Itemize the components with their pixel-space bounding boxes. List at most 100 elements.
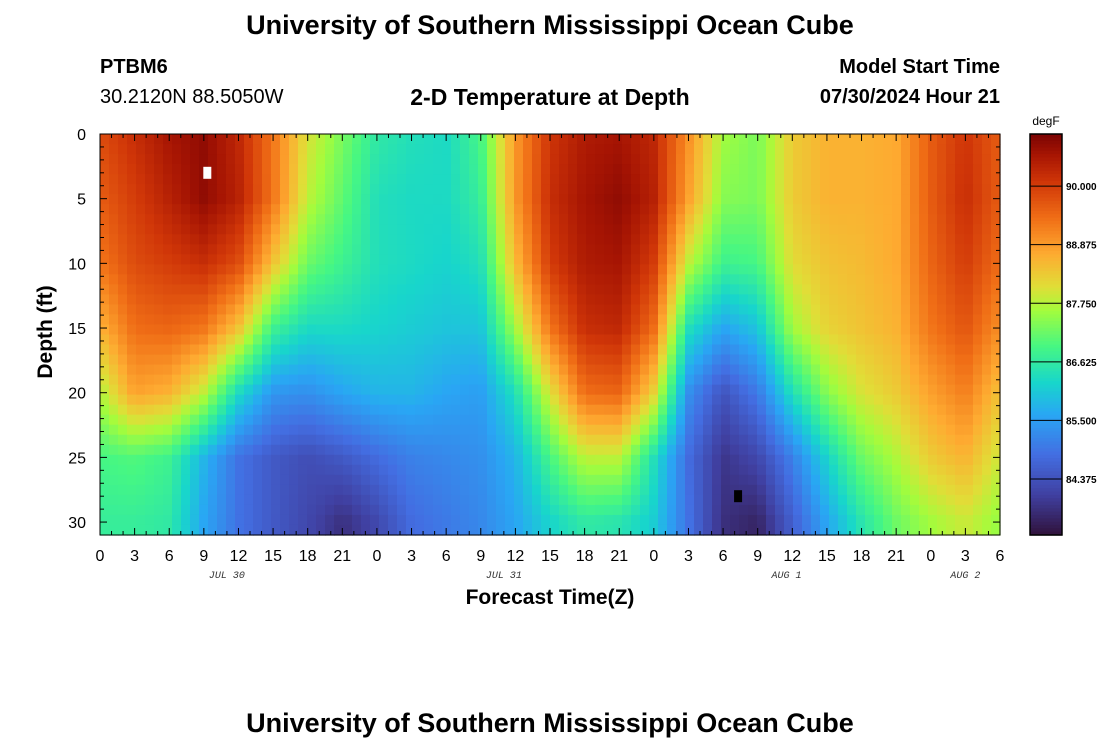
heatmap-cell bbox=[388, 304, 398, 316]
heatmap-cell bbox=[964, 194, 974, 205]
heatmap-cell bbox=[766, 414, 776, 426]
heatmap-cell bbox=[181, 154, 191, 165]
heatmap-cell bbox=[181, 404, 191, 416]
heatmap-cell bbox=[523, 514, 533, 526]
heatmap-cell bbox=[424, 244, 434, 255]
heatmap-cell bbox=[586, 304, 596, 316]
colorbar-segment bbox=[1030, 504, 1062, 509]
heatmap-cell bbox=[136, 174, 146, 185]
heatmap-cell bbox=[883, 304, 893, 316]
heatmap-cell bbox=[568, 284, 578, 296]
heatmap-cell bbox=[487, 214, 497, 225]
heatmap-cell bbox=[721, 304, 731, 316]
heatmap-cell bbox=[478, 484, 488, 496]
heatmap-cell bbox=[163, 364, 173, 376]
heatmap-cell bbox=[919, 184, 929, 195]
heatmap-cell bbox=[352, 334, 362, 346]
heatmap-cell bbox=[145, 414, 155, 426]
heatmap-cell bbox=[829, 324, 839, 336]
heatmap-cell bbox=[118, 374, 128, 386]
heatmap-cell bbox=[343, 304, 353, 316]
heatmap-cell bbox=[991, 454, 1001, 466]
heatmap-cell bbox=[577, 214, 587, 225]
heatmap-cell bbox=[172, 424, 182, 436]
heatmap-cell bbox=[136, 314, 146, 326]
heatmap-cell bbox=[793, 434, 803, 446]
heatmap-cell bbox=[622, 474, 632, 486]
heatmap-cell bbox=[586, 234, 596, 245]
heatmap-cell bbox=[595, 404, 605, 416]
heatmap-cell bbox=[145, 174, 155, 185]
heatmap-cell bbox=[424, 154, 434, 165]
heatmap-cell bbox=[316, 424, 326, 436]
heatmap-cell bbox=[640, 494, 650, 506]
heatmap-cell bbox=[928, 444, 938, 456]
heatmap-cell bbox=[820, 524, 830, 536]
heatmap-cell bbox=[217, 524, 227, 536]
heatmap-cell bbox=[208, 384, 218, 396]
heatmap-cell bbox=[532, 474, 542, 486]
heatmap-cell bbox=[622, 334, 632, 346]
heatmap-cell bbox=[379, 254, 389, 265]
heatmap-cell bbox=[802, 484, 812, 496]
heatmap-cell bbox=[244, 234, 254, 245]
heatmap-cell bbox=[640, 404, 650, 416]
heatmap-cell bbox=[172, 274, 182, 285]
heatmap-cell bbox=[100, 174, 110, 185]
heatmap-cell bbox=[190, 334, 200, 346]
heatmap-cell bbox=[892, 204, 902, 215]
heatmap-cell bbox=[955, 494, 965, 506]
heatmap-cell bbox=[487, 354, 497, 366]
heatmap-cell bbox=[586, 524, 596, 536]
heatmap-cell bbox=[523, 284, 533, 296]
heatmap-cell bbox=[334, 144, 344, 155]
heatmap-cell bbox=[523, 324, 533, 336]
heatmap-cell bbox=[865, 434, 875, 446]
heatmap-cell bbox=[253, 354, 263, 366]
heatmap-cell bbox=[892, 284, 902, 296]
heatmap-cell bbox=[928, 244, 938, 255]
heatmap-cell bbox=[469, 294, 479, 306]
heatmap-cell bbox=[271, 444, 281, 456]
heatmap-cell bbox=[892, 254, 902, 265]
heatmap-cell bbox=[541, 144, 551, 155]
heatmap-cell bbox=[406, 354, 416, 366]
heatmap-cell bbox=[154, 374, 164, 386]
heatmap-cell bbox=[496, 424, 506, 436]
heatmap-cell bbox=[226, 224, 236, 235]
heatmap-cell bbox=[622, 274, 632, 285]
heatmap-cell bbox=[811, 234, 821, 245]
heatmap-cell bbox=[136, 504, 146, 516]
heatmap-cell bbox=[469, 474, 479, 486]
heatmap-cell bbox=[532, 254, 542, 265]
heatmap-cell bbox=[721, 364, 731, 376]
heatmap-cell bbox=[487, 314, 497, 326]
colorbar-segment bbox=[1030, 271, 1062, 275]
heatmap-cell bbox=[451, 324, 461, 336]
heatmap-cell bbox=[334, 474, 344, 486]
heatmap-cell bbox=[550, 214, 560, 225]
heatmap-cell bbox=[199, 444, 209, 456]
heatmap-cell bbox=[559, 324, 569, 336]
heatmap-cell bbox=[667, 504, 677, 516]
heatmap-cell bbox=[667, 444, 677, 456]
heatmap-cell bbox=[172, 144, 182, 155]
colorbar-segment bbox=[1030, 521, 1062, 526]
heatmap-cell bbox=[559, 264, 569, 275]
heatmap-cell bbox=[928, 374, 938, 386]
heatmap-cell bbox=[577, 244, 587, 255]
heatmap-cell bbox=[352, 444, 362, 456]
heatmap-cell bbox=[730, 264, 740, 275]
heatmap-cell bbox=[325, 304, 335, 316]
colorbar-segment bbox=[1030, 374, 1062, 379]
heatmap-cell bbox=[298, 394, 308, 406]
heatmap-cell bbox=[433, 324, 443, 336]
heatmap-cell bbox=[280, 454, 290, 466]
heatmap-cell bbox=[226, 274, 236, 285]
heatmap-cell bbox=[712, 484, 722, 496]
heatmap-cell bbox=[982, 244, 992, 255]
heatmap-cell bbox=[334, 294, 344, 306]
heatmap-cell bbox=[784, 434, 794, 446]
heatmap-cell bbox=[757, 244, 767, 255]
colorbar-segment bbox=[1030, 377, 1062, 382]
